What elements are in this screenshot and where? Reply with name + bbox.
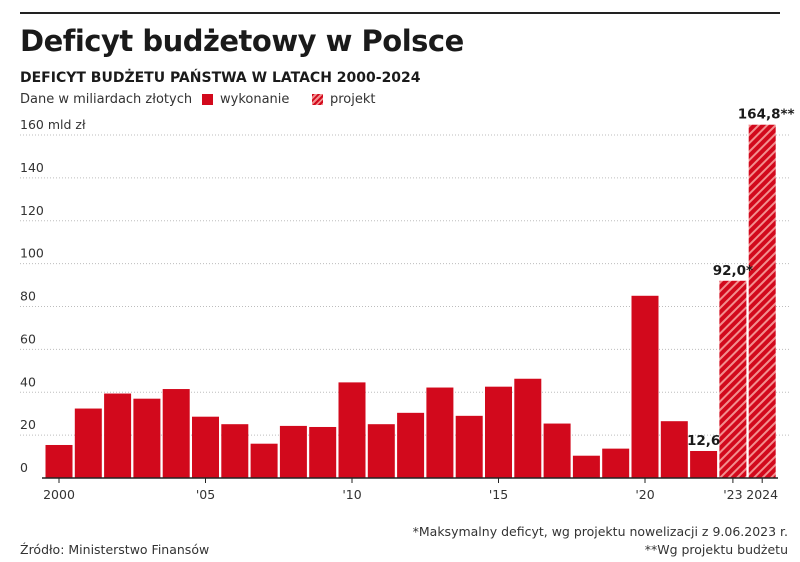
x-tick-label-2023: '23 [723,487,742,502]
data-label-2022: 12,6 [687,433,720,449]
data-label-2023: 92,0* [713,263,753,279]
bar-2013 [426,387,454,478]
bar-2019 [602,448,630,478]
legend-item-wykonanie: wykonanie [202,92,289,107]
bar-2014 [455,415,483,478]
bar-2007 [250,443,278,478]
bar-2012 [397,412,425,478]
bar-2010 [338,382,366,478]
bar-2000 [45,444,73,478]
bar-2005 [192,416,219,478]
legend-item-projekt: projekt [312,92,376,107]
chart-subtitle: DEFICYT BUDŻETU PAŃSTWA W LATACH 2000-20… [20,70,421,86]
x-tick-label-2015: '15 [489,487,508,502]
y-tick-label-80: 80 [20,289,36,304]
bar-2002 [104,393,132,478]
x-tick-label-2010: '10 [342,487,361,502]
footnote-budget-project: **Wg projektu budżetu [644,542,788,557]
bar-2004 [162,389,190,478]
y-tick-label-160: 160 mld zł [20,117,86,132]
y-tick-label-0: 0 [20,460,28,475]
legend-swatch-hatched [312,94,323,105]
bar-2022 [690,450,718,478]
y-tick-label-120: 120 [20,203,44,218]
bar-2024 [748,124,776,479]
y-tick-label-60: 60 [20,331,36,346]
bar-2018 [572,455,600,478]
y-tick-label-100: 100 [20,246,44,261]
bar-2020 [631,295,659,478]
y-tick-label-140: 140 [20,160,44,175]
bar-2011 [367,424,395,478]
x-tick-label-2005: '05 [196,487,215,502]
bar-2001 [74,408,102,478]
bar-2009 [309,426,337,478]
bar-2003 [133,398,161,478]
y-tick-label-40: 40 [20,374,36,389]
bar-2008 [279,425,307,478]
source-note: Źródło: Ministerstwo Finansów [20,542,210,557]
footnote-max-deficit: *Maksymalny deficyt, wg projektu noweliz… [412,524,788,539]
legend-label-projekt: projekt [330,92,376,107]
legend-label-wykonanie: wykonanie [220,92,290,107]
bar-2015 [485,386,512,478]
bar-2006 [221,424,249,478]
unit-note: Dane w miliardach złotych [20,92,193,107]
top-rule [20,12,780,14]
bar-2023 [719,280,747,478]
legend-swatch-solid [202,94,213,105]
chart-title: Deficyt budżetowy w Polsce [20,24,464,58]
bar-2017 [543,423,571,478]
x-tick-label-2020: '20 [635,487,654,502]
bar-2021 [660,421,688,478]
data-label-2024: 164,8** [738,107,795,123]
y-tick-label-20: 20 [20,417,36,432]
x-tick-label-2000: 2000 [43,487,75,502]
x-tick-label-2024: 2024 [746,487,778,502]
bar-2016 [514,378,542,478]
